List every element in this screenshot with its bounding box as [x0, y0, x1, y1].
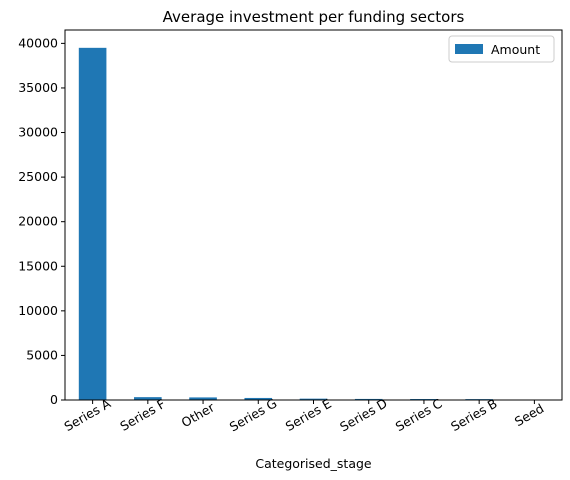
y-tick-label: 0	[50, 392, 58, 407]
x-tick-label: Other	[179, 399, 218, 430]
chart-title: Average investment per funding sectors	[163, 8, 465, 26]
bar-other	[189, 397, 217, 400]
x-tick-label: Series G	[227, 395, 280, 434]
x-axis-label: Categorised_stage	[255, 456, 372, 471]
y-tick-label: 25000	[18, 169, 58, 184]
y-tick-label: 40000	[18, 35, 58, 50]
bar-series-g	[244, 397, 273, 400]
y-tick-label: 15000	[18, 258, 58, 273]
plot-frame	[64, 29, 563, 401]
legend-label: Amount	[491, 42, 540, 57]
bar-series-d	[354, 398, 383, 400]
x-tick-label: Series F	[117, 396, 167, 434]
x-tick-label: Series C	[393, 395, 445, 434]
y-tick-label: 5000	[26, 347, 58, 362]
y-tick-label: 20000	[18, 214, 58, 229]
x-tick-label: Series E	[283, 396, 334, 434]
bars-group	[78, 47, 549, 400]
x-tick-label: Series D	[337, 395, 390, 434]
legend-swatch	[455, 44, 483, 54]
bar-series-f	[134, 397, 162, 400]
x-tick-label: Series B	[448, 396, 500, 434]
x-tick-label: Seed	[512, 401, 547, 430]
y-tick-label: 10000	[18, 303, 58, 318]
x-tick-label: Series A	[62, 395, 114, 434]
bar-series-a	[78, 47, 107, 400]
legend: Amount	[448, 35, 555, 63]
y-tick-label: 30000	[18, 125, 58, 140]
legend-box	[448, 35, 555, 63]
y-tick-label: 35000	[18, 80, 58, 95]
bar-series-e	[299, 398, 328, 400]
